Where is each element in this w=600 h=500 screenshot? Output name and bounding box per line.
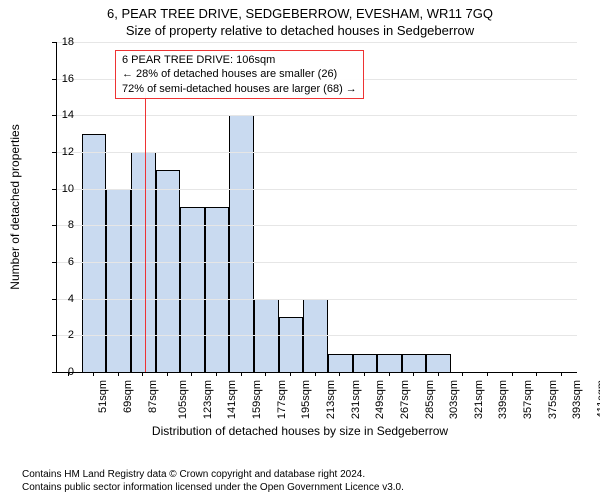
x-tick-mark — [561, 372, 562, 376]
x-tick-mark — [462, 372, 463, 376]
x-tick-label: 159sqm — [251, 380, 263, 419]
histogram-bar — [156, 170, 181, 372]
x-tick-mark — [93, 372, 94, 376]
x-tick-label: 141sqm — [227, 380, 239, 419]
x-tick-mark — [191, 372, 192, 376]
x-tick-mark — [438, 372, 439, 376]
footer-note: Contains HM Land Registry data © Crown c… — [22, 469, 404, 494]
chart-title-sub: Size of property relative to detached ho… — [0, 21, 600, 38]
x-tick-mark — [290, 372, 291, 376]
y-tick-label: 14 — [54, 109, 74, 121]
x-tick-label: 375sqm — [547, 380, 559, 419]
annotation-line-2: ← 28% of detached houses are smaller (26… — [122, 67, 357, 81]
x-tick-label: 231sqm — [350, 380, 362, 419]
x-tick-mark — [118, 372, 119, 376]
x-axis-label: Distribution of detached houses by size … — [0, 424, 600, 438]
y-tick-label: 10 — [54, 183, 74, 195]
x-tick-mark — [536, 372, 537, 376]
x-tick-label: 87sqm — [147, 380, 159, 413]
annotation-line-1: 6 PEAR TREE DRIVE: 106sqm — [122, 53, 357, 67]
x-tick-mark — [339, 372, 340, 376]
footer-line-1: Contains HM Land Registry data © Crown c… — [22, 469, 404, 482]
annotation-box: 6 PEAR TREE DRIVE: 106sqm ← 28% of detac… — [115, 50, 364, 99]
histogram-bar — [402, 354, 427, 372]
x-tick-mark — [142, 372, 143, 376]
x-tick-mark — [167, 372, 168, 376]
x-tick-mark — [487, 372, 488, 376]
x-tick-mark — [512, 372, 513, 376]
grid-line — [57, 152, 577, 153]
x-tick-mark — [241, 372, 242, 376]
x-tick-label: 357sqm — [522, 380, 534, 419]
y-tick-label: 6 — [54, 256, 74, 268]
x-tick-label: 393sqm — [571, 380, 583, 419]
y-tick-label: 12 — [54, 146, 74, 158]
x-tick-label: 411sqm — [595, 380, 600, 418]
x-tick-label: 123sqm — [202, 380, 214, 419]
chart-title-main: 6, PEAR TREE DRIVE, SEDGEBERROW, EVESHAM… — [0, 0, 600, 21]
y-tick-label: 0 — [54, 366, 74, 378]
grid-line — [57, 189, 577, 190]
grid-line — [57, 115, 577, 116]
footer-line-2: Contains public sector information licen… — [22, 482, 404, 495]
x-tick-label: 105sqm — [177, 380, 189, 419]
histogram-bar — [180, 207, 205, 372]
y-tick-label: 4 — [54, 293, 74, 305]
x-tick-label: 303sqm — [448, 380, 460, 419]
reference-vline — [145, 92, 146, 372]
x-tick-mark — [315, 372, 316, 376]
grid-line — [57, 299, 577, 300]
x-tick-label: 267sqm — [399, 380, 411, 419]
grid-line — [57, 335, 577, 336]
annotation-line-3: 72% of semi-detached houses are larger (… — [122, 82, 357, 96]
histogram-bar — [205, 207, 230, 372]
y-tick-label: 2 — [54, 329, 74, 341]
grid-line — [57, 225, 577, 226]
x-tick-mark — [389, 372, 390, 376]
x-tick-label: 339sqm — [498, 380, 510, 419]
histogram-bar — [328, 354, 353, 372]
x-tick-label: 69sqm — [122, 380, 134, 413]
y-tick-label: 8 — [54, 219, 74, 231]
x-tick-mark — [68, 372, 69, 376]
histogram-bar — [353, 354, 378, 372]
x-tick-mark — [216, 372, 217, 376]
x-tick-label: 51sqm — [97, 380, 109, 413]
histogram-bar — [426, 354, 451, 372]
x-tick-label: 249sqm — [374, 380, 386, 419]
x-tick-label: 321sqm — [473, 380, 485, 419]
histogram-bar — [229, 115, 254, 372]
x-tick-label: 285sqm — [424, 380, 436, 419]
histogram-bar — [279, 317, 304, 372]
x-tick-mark — [413, 372, 414, 376]
plot-area: 6 PEAR TREE DRIVE: 106sqm ← 28% of detac… — [56, 42, 577, 373]
y-tick-label: 16 — [54, 73, 74, 85]
grid-line — [57, 262, 577, 263]
histogram-bar — [377, 354, 402, 372]
grid-line — [57, 42, 577, 43]
x-tick-label: 177sqm — [276, 380, 288, 419]
x-tick-mark — [364, 372, 365, 376]
x-tick-label: 195sqm — [301, 380, 313, 419]
x-tick-label: 213sqm — [325, 380, 337, 419]
y-tick-label: 18 — [54, 36, 74, 48]
histogram-bar — [106, 189, 131, 372]
chart-container: 6, PEAR TREE DRIVE, SEDGEBERROW, EVESHAM… — [0, 0, 600, 500]
x-tick-mark — [265, 372, 266, 376]
